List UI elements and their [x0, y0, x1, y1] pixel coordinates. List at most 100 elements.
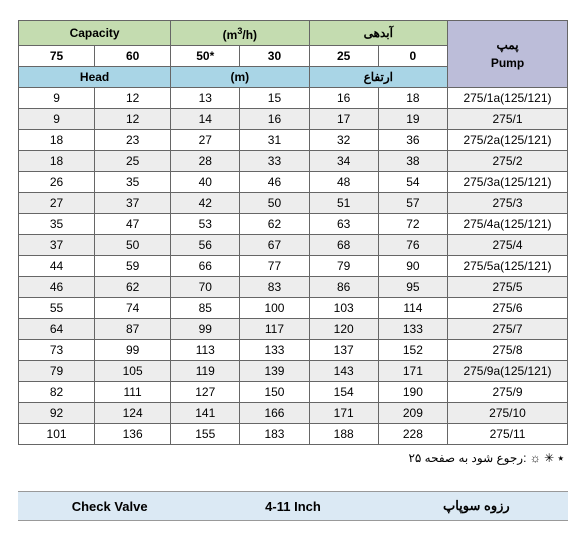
- data-cell: 14: [171, 109, 240, 130]
- head-label-fa: ارتفاع: [309, 67, 447, 88]
- data-cell: 137: [309, 340, 378, 361]
- data-cell: 92: [19, 403, 95, 424]
- data-cell: 12: [95, 88, 171, 109]
- data-cell: 141: [171, 403, 240, 424]
- pump-cell: 275/5: [448, 277, 568, 298]
- data-cell: 99: [171, 319, 240, 340]
- cap-col-1: 60: [95, 46, 171, 67]
- data-cell: 85: [171, 298, 240, 319]
- data-cell: 124: [95, 403, 171, 424]
- pump-cell: 275/9a(125/121): [448, 361, 568, 382]
- pump-cell: 275/10: [448, 403, 568, 424]
- table-row: 91214161719275/1: [19, 109, 568, 130]
- table-row: 79105119139143171275/9a(125/121): [19, 361, 568, 382]
- data-cell: 228: [378, 424, 447, 445]
- data-cell: 120: [309, 319, 378, 340]
- data-cell: 36: [378, 130, 447, 151]
- data-cell: 79: [19, 361, 95, 382]
- pump-cell: 275/8: [448, 340, 568, 361]
- data-cell: 171: [309, 403, 378, 424]
- data-cell: 62: [95, 277, 171, 298]
- data-cell: 37: [95, 193, 171, 214]
- data-cell: 9: [19, 109, 95, 130]
- capacity-label-fa: آبدهی: [309, 21, 447, 46]
- cap-col-4: 25: [309, 46, 378, 67]
- data-cell: 46: [240, 172, 309, 193]
- data-cell: 166: [240, 403, 309, 424]
- data-cell: 44: [19, 256, 95, 277]
- data-cell: 67: [240, 235, 309, 256]
- data-cell: 62: [240, 214, 309, 235]
- pump-cell: 275/2: [448, 151, 568, 172]
- data-cell: 16: [240, 109, 309, 130]
- cap-col-2: 50*: [171, 46, 240, 67]
- data-cell: 40: [171, 172, 240, 193]
- pump-cell: 275/5a(125/121): [448, 256, 568, 277]
- data-cell: 188: [309, 424, 378, 445]
- data-cell: 143: [309, 361, 378, 382]
- pump-cell: 275/3a(125/121): [448, 172, 568, 193]
- table-row: 648799117120133275/7: [19, 319, 568, 340]
- table-row: 91213151618275/1a(125/121): [19, 88, 568, 109]
- table-row: 101136155183188228275/11: [19, 424, 568, 445]
- data-cell: 18: [19, 151, 95, 172]
- data-cell: 72: [378, 214, 447, 235]
- data-cell: 100: [240, 298, 309, 319]
- data-cell: 209: [378, 403, 447, 424]
- data-cell: 9: [19, 88, 95, 109]
- table-row: 557485100103114275/6: [19, 298, 568, 319]
- data-cell: 50: [240, 193, 309, 214]
- data-cell: 77: [240, 256, 309, 277]
- data-cell: 105: [95, 361, 171, 382]
- table-row: 466270838695275/5: [19, 277, 568, 298]
- data-body: 91213151618275/1a(125/121)91214161719275…: [19, 88, 568, 445]
- data-cell: 35: [19, 214, 95, 235]
- pump-cell: 275/4a(125/121): [448, 214, 568, 235]
- data-cell: 63: [309, 214, 378, 235]
- pump-label-fa: پمپ: [450, 36, 565, 54]
- data-cell: 119: [171, 361, 240, 382]
- data-cell: 171: [378, 361, 447, 382]
- pump-cell: 275/6: [448, 298, 568, 319]
- data-cell: 74: [95, 298, 171, 319]
- data-cell: 27: [171, 130, 240, 151]
- data-cell: 103: [309, 298, 378, 319]
- data-cell: 46: [19, 277, 95, 298]
- data-cell: 18: [19, 130, 95, 151]
- data-cell: 50: [95, 235, 171, 256]
- data-cell: 26: [19, 172, 95, 193]
- data-cell: 13: [171, 88, 240, 109]
- data-cell: 114: [378, 298, 447, 319]
- data-cell: 99: [95, 340, 171, 361]
- data-cell: 48: [309, 172, 378, 193]
- data-cell: 53: [171, 214, 240, 235]
- data-cell: 64: [19, 319, 95, 340]
- data-cell: 51: [309, 193, 378, 214]
- table-row: 92124141166171209275/10: [19, 403, 568, 424]
- pump-cell: 275/7: [448, 319, 568, 340]
- footnote: ٭ ✳ ☼ :رجوع شود به صفحه ۲۵: [18, 445, 568, 465]
- data-cell: 34: [309, 151, 378, 172]
- data-cell: 76: [378, 235, 447, 256]
- data-cell: 16: [309, 88, 378, 109]
- capacity-unit: (m3/h): [171, 21, 309, 46]
- pump-cell: 275/4: [448, 235, 568, 256]
- check-valve-bar: Check Valve 4-11 Inch رزوه سوپاپ: [18, 491, 568, 521]
- pump-cell: 275/1: [448, 109, 568, 130]
- data-cell: 82: [19, 382, 95, 403]
- data-cell: 38: [378, 151, 447, 172]
- head-label: Head: [19, 67, 171, 88]
- table-row: 263540464854275/3a(125/121): [19, 172, 568, 193]
- data-cell: 17: [309, 109, 378, 130]
- data-cell: 133: [378, 319, 447, 340]
- data-cell: 42: [171, 193, 240, 214]
- cap-col-0: 75: [19, 46, 95, 67]
- table-row: 375056676876275/4: [19, 235, 568, 256]
- pump-data-table: Capacity (m3/h) آبدهی پمپ Pump 75 60 50*…: [18, 20, 568, 445]
- data-cell: 190: [378, 382, 447, 403]
- pump-cell: 275/1a(125/121): [448, 88, 568, 109]
- data-cell: 150: [240, 382, 309, 403]
- data-cell: 57: [378, 193, 447, 214]
- pump-cell: 275/3: [448, 193, 568, 214]
- data-cell: 66: [171, 256, 240, 277]
